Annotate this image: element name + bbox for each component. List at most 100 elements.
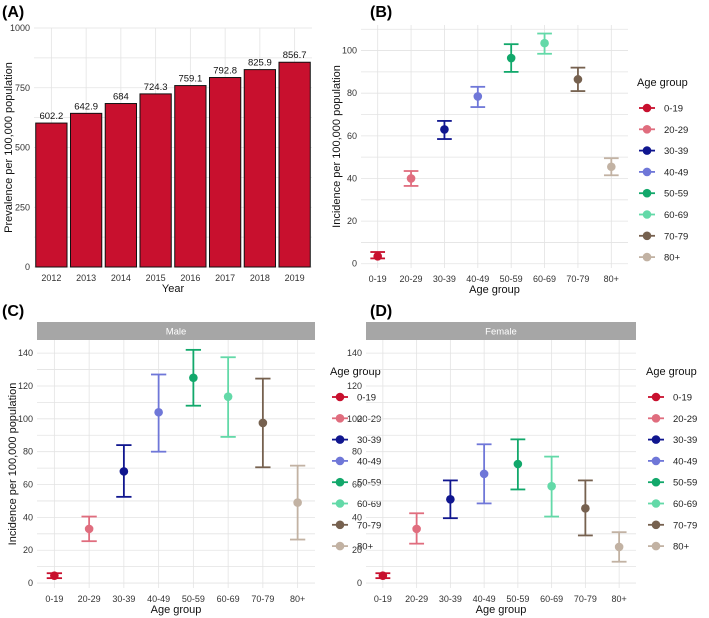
- legend: Age group 0-19 20-29 30-39 40-49 50-59 60-69 70…: [330, 366, 381, 553]
- x-tick-label: 80+: [611, 594, 626, 604]
- legend-label: 30-39: [357, 435, 381, 446]
- y-tick-label: 80: [23, 447, 33, 457]
- point-estimate: [479, 469, 489, 479]
- panel-label: (A): [2, 4, 24, 21]
- y-tick-label: 250: [15, 202, 30, 212]
- legend-label: 40-49: [664, 167, 688, 178]
- panel-c: (C) Male 0 20 40 60 80 100 120 140 0-19 20-29 30-39 4…: [2, 303, 381, 616]
- legend-key-point: [651, 541, 661, 551]
- legend-label: 80+: [673, 542, 690, 553]
- x-tick-label: 20-29: [78, 594, 101, 604]
- panel-d: (D) Female 0 20 40 60 80 100 120 140 0-19 20-29 30-3…: [347, 303, 697, 616]
- point-estimate: [440, 125, 449, 134]
- y-tick-label: 100: [342, 46, 357, 56]
- x-tick-label: 40-49: [466, 274, 489, 284]
- point-estimate: [506, 53, 516, 63]
- bar-value-label: 825.9: [248, 58, 272, 69]
- bar-value-label: 684: [113, 92, 129, 103]
- y-tick-label: 750: [15, 83, 30, 93]
- legend-label: 40-49: [357, 456, 381, 467]
- legend-key-point: [335, 435, 345, 444]
- panel-label: (C): [2, 303, 24, 320]
- legend-label: 50-59: [664, 189, 688, 200]
- panel-a: (A) 0 250 500 750 1000 2012 2013 2014 2015 2016 201…: [2, 4, 312, 295]
- y-tick-label: 40: [23, 512, 33, 522]
- x-tick-label: 70-79: [566, 274, 589, 284]
- legend-key-point: [642, 167, 652, 177]
- point-estimate: [607, 162, 616, 172]
- x-tick-label: 70-79: [574, 594, 597, 604]
- x-axis-title: Age group: [476, 604, 527, 616]
- legend-label: 20-29: [673, 414, 697, 425]
- bar: [139, 93, 172, 268]
- bar: [104, 103, 138, 268]
- point-estimate: [406, 174, 416, 183]
- point-estimate: [547, 481, 556, 491]
- x-axis-title: Age group: [151, 604, 202, 616]
- legend-key-point: [335, 392, 345, 402]
- x-tick-label: 2015: [146, 273, 166, 283]
- legend-label: 80+: [357, 542, 374, 553]
- y-tick-label: 20: [347, 216, 357, 226]
- x-tick-label: 50-59: [500, 274, 523, 284]
- point-estimate: [154, 407, 163, 417]
- x-tick-label: 30-39: [433, 274, 456, 284]
- facet-strip-label: Male: [166, 327, 187, 338]
- y-axis-title: Incidence per 100,000 population: [7, 383, 19, 546]
- legend-title: Age group: [646, 366, 697, 378]
- point-estimate: [119, 467, 129, 476]
- point-estimate: [189, 373, 198, 383]
- legend-label: 60-69: [357, 499, 381, 510]
- point-estimate: [540, 38, 549, 48]
- legend-key-point: [335, 541, 345, 551]
- legend: Age group 0-19 20-29 30-39 40-49 50-59 60-69 70…: [637, 77, 688, 264]
- x-tick-label: 2018: [250, 273, 270, 283]
- facet-strip-label: Female: [485, 327, 517, 338]
- x-tick-label: 40-49: [147, 594, 170, 604]
- y-tick-label: 100: [18, 414, 33, 424]
- y-tick-label: 500: [15, 143, 30, 153]
- point-estimate: [50, 571, 59, 580]
- y-tick-label: 60: [352, 480, 362, 490]
- facet-strip: [37, 322, 315, 340]
- legend-key-point: [335, 477, 345, 487]
- bar: [69, 112, 103, 268]
- bar: [174, 85, 207, 268]
- legend-key-point: [642, 146, 652, 155]
- legend-label: 50-59: [357, 478, 381, 489]
- y-tick-label: 120: [18, 381, 33, 391]
- y-tick-label: 0: [25, 262, 30, 272]
- x-tick-label: 2014: [111, 273, 131, 283]
- y-tick-label: 20: [352, 545, 362, 555]
- x-tick-label: 2013: [76, 273, 96, 283]
- point-estimate: [223, 392, 233, 401]
- x-axis-title: Age group: [469, 284, 520, 296]
- x-tick-label: 50-59: [182, 594, 205, 604]
- legend-label: 60-69: [664, 210, 688, 221]
- legend-key-point: [651, 392, 661, 402]
- legend-key-point: [651, 414, 661, 423]
- legend-label: 20-29: [357, 414, 381, 425]
- bar: [35, 122, 68, 268]
- legend-label: 40-49: [673, 456, 697, 467]
- legend-key-point: [651, 456, 661, 466]
- legend-label: 30-39: [673, 435, 697, 446]
- bar-value-label: 724.3: [144, 82, 168, 93]
- panel-label: (B): [370, 4, 392, 21]
- legend-title: Age group: [330, 366, 381, 378]
- x-tick-label: 2012: [41, 273, 61, 283]
- x-tick-label: 80+: [604, 274, 619, 284]
- legend-key-point: [642, 210, 652, 219]
- point-estimate: [412, 524, 421, 534]
- legend-title: Age group: [637, 77, 688, 89]
- legend-label: 20-29: [664, 125, 688, 136]
- x-axis-title: Year: [162, 283, 185, 295]
- legend-key-point: [651, 499, 661, 508]
- legend-key-point: [651, 520, 661, 530]
- y-tick-label: 120: [347, 381, 362, 391]
- x-tick-label: 20-29: [400, 274, 423, 284]
- legend-key-point: [642, 252, 652, 262]
- y-axis-title: Prevalence per 100,000 population: [3, 62, 15, 233]
- y-tick-label: 40: [347, 173, 357, 183]
